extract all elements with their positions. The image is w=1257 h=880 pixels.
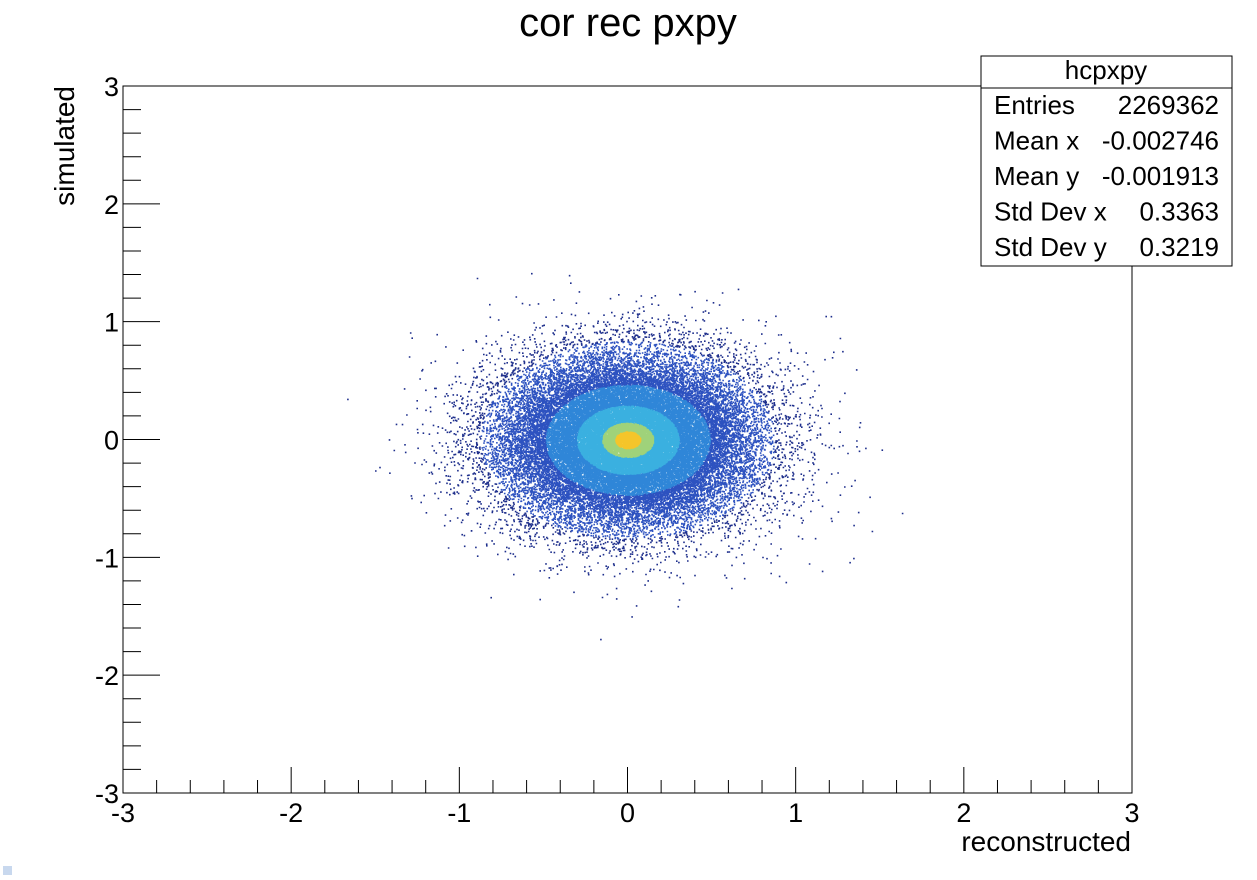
chart-title: cor rec pxpy [519, 1, 737, 45]
y-tick-label: -3 [95, 779, 119, 809]
stats-box-title: hcpxpy [1065, 55, 1147, 85]
y-axis-label: simulated [49, 86, 80, 206]
heatmap-density-level-2 [545, 384, 712, 496]
stats-row-value: 0.3363 [1139, 197, 1219, 227]
y-tick-label: -1 [95, 543, 119, 573]
stats-row-value: -0.002746 [1102, 126, 1219, 156]
y-tick-label: 2 [104, 190, 119, 220]
y-tick-label: -2 [95, 661, 119, 691]
canvas-corner-marker [3, 866, 12, 875]
stats-row-value: 0.3219 [1139, 232, 1219, 262]
x-tick-label: 1 [788, 798, 803, 828]
x-tick-label: -2 [279, 798, 303, 828]
stats-row-label: Entries [994, 90, 1075, 120]
stats-row-value: -0.001913 [1102, 161, 1219, 191]
stats-row-value: 2269362 [1118, 90, 1219, 120]
y-tick-label: 3 [104, 72, 119, 102]
stats-row-label: Mean x [994, 126, 1079, 156]
x-axis-label: reconstructed [961, 826, 1131, 857]
x-tick-label: 3 [1124, 798, 1139, 828]
stats-box-frame [980, 55, 1233, 267]
y-axis: -3 -2 -1 0 1 2 3 [95, 72, 160, 809]
stats-box: hcpxpy Entries 2269362 Mean x -0.002746 Mean… [980, 55, 1233, 267]
x-axis: -3 -2 -1 0 1 2 3 [111, 767, 1140, 828]
x-tick-label: -3 [111, 798, 135, 828]
heatmap-layer [347, 272, 904, 641]
x-tick-label: 0 [620, 798, 635, 828]
heatmap-density-level-1 [480, 341, 775, 540]
heatmap-density-level-5 [615, 431, 642, 450]
heatmap-density-level-4 [602, 422, 655, 458]
stats-row-label: Std Dev x [994, 197, 1107, 227]
y-tick-label: 0 [104, 426, 119, 456]
heatmap-density-level-3 [577, 405, 680, 476]
x-tick-label: -1 [447, 798, 471, 828]
stats-row-label: Std Dev y [994, 232, 1107, 262]
y-tick-label: 1 [104, 308, 119, 338]
x-tick-label: 2 [956, 798, 971, 828]
stats-row-label: Mean y [994, 161, 1079, 191]
